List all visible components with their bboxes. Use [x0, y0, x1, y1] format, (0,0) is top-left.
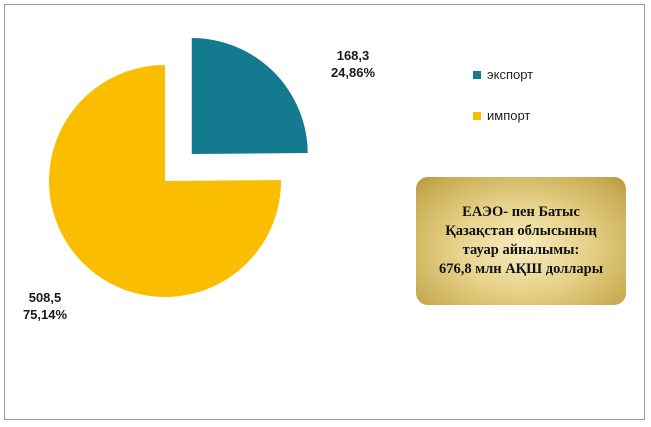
export-value-label: 168,3 — [336, 48, 370, 63]
import-value-label: 508,5 — [28, 290, 62, 305]
export-percent-label: 24,86% — [330, 65, 376, 80]
data-label-export: 168,3 24,86% — [323, 47, 383, 81]
info-line-1: ЕАЭО- пен Батыс — [462, 204, 580, 220]
data-label-import: 508,5 75,14% — [15, 289, 75, 323]
import-percent-label: 75,14% — [22, 307, 68, 322]
legend-swatch-import — [473, 111, 481, 120]
legend-label-import: импорт — [487, 108, 531, 123]
chart-frame: 168,3 24,86% 508,5 75,14% экспорт импорт… — [4, 4, 645, 420]
legend-swatch-export — [473, 70, 481, 79]
info-line-2: Қазақстан облысының — [445, 223, 597, 239]
pie-slice-export — [191, 38, 308, 155]
pie-chart — [48, 38, 308, 297]
info-line-4: 676,8 млн АҚШ доллары — [438, 261, 604, 277]
info-text: ЕАЭО- пен Батыс Қазақстан облысының тауа… — [439, 203, 603, 279]
info-line-3: тауар айналымы: — [462, 242, 580, 258]
legend-item-export: экспорт — [473, 67, 533, 82]
legend-label-export: экспорт — [487, 67, 534, 82]
info-box: ЕАЭО- пен Батыс Қазақстан облысының тауа… — [416, 177, 626, 305]
pie-slice-import — [48, 65, 282, 297]
legend-item-import: импорт — [473, 108, 530, 123]
